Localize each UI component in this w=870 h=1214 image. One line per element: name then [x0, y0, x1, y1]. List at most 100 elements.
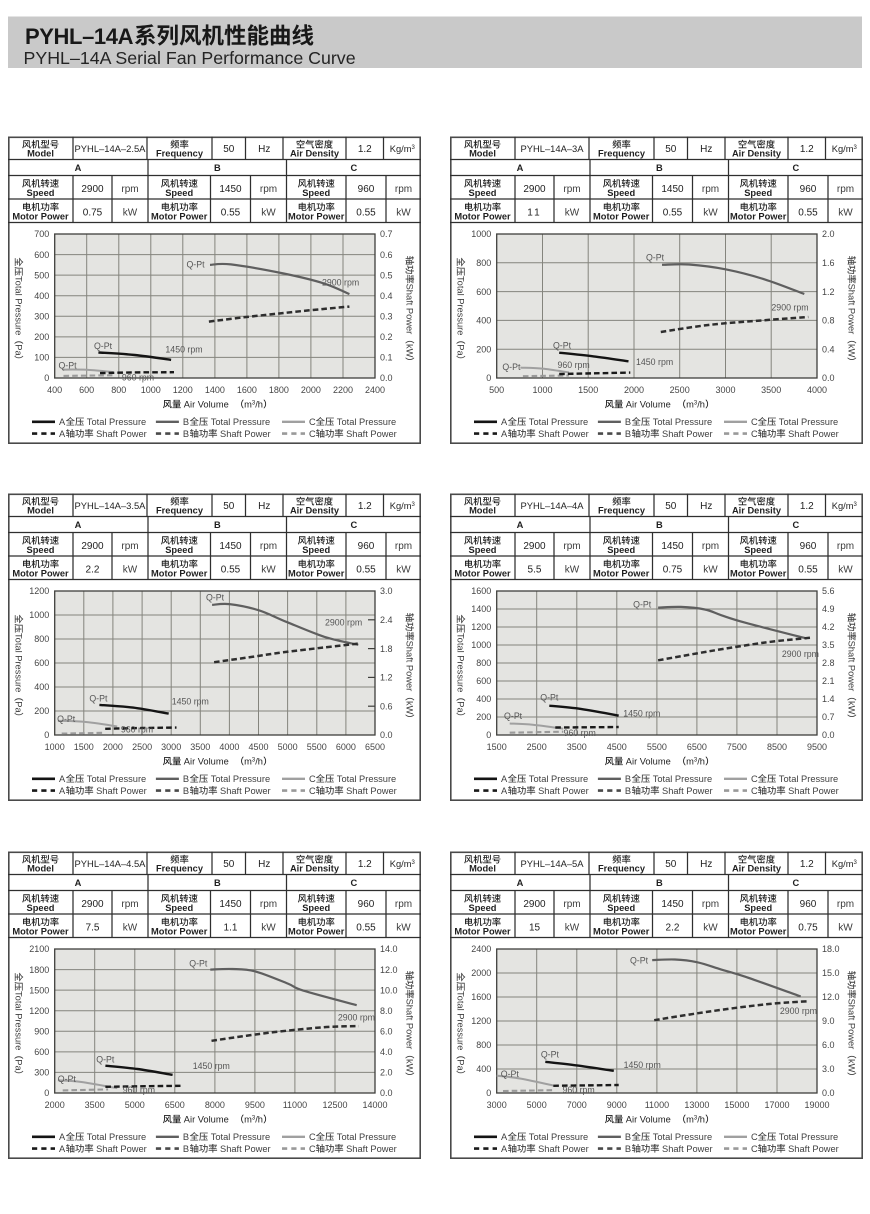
- svg-text:960 rpm: 960 rpm: [122, 372, 154, 382]
- svg-text:960 rpm: 960 rpm: [121, 725, 153, 735]
- svg-text:B: B: [656, 878, 663, 888]
- svg-text:0.0: 0.0: [380, 1088, 393, 1098]
- svg-text:A: A: [59, 774, 66, 784]
- svg-text:600: 600: [79, 385, 94, 395]
- svg-text:2200: 2200: [333, 385, 353, 395]
- svg-text:600: 600: [34, 658, 49, 668]
- svg-text:Air Density: Air Density: [732, 864, 782, 874]
- svg-text:0.0: 0.0: [822, 1088, 835, 1098]
- svg-text:15.0: 15.0: [822, 968, 840, 978]
- svg-text:2500: 2500: [132, 742, 152, 752]
- svg-text:1450: 1450: [661, 541, 684, 552]
- svg-text:2.1: 2.1: [822, 676, 835, 686]
- svg-text:rpm: rpm: [121, 899, 138, 910]
- svg-text:5.5: 5.5: [528, 565, 542, 576]
- svg-text:C: C: [751, 429, 758, 439]
- svg-text:C: C: [751, 1144, 758, 1154]
- svg-text:9.0: 9.0: [822, 1016, 835, 1026]
- svg-text:3000: 3000: [487, 1100, 507, 1110]
- svg-text:rpm: rpm: [563, 184, 580, 195]
- svg-text:Air Volume: Air Volume: [184, 757, 229, 767]
- svg-text:0.2: 0.2: [380, 332, 393, 342]
- svg-text:800: 800: [476, 1040, 491, 1050]
- svg-text:8500: 8500: [767, 742, 787, 752]
- svg-text:Air Density: Air Density: [290, 149, 340, 159]
- svg-text:rpm: rpm: [395, 541, 412, 552]
- svg-text:Pa: Pa: [13, 344, 23, 356]
- svg-text:0.1: 0.1: [380, 353, 393, 363]
- svg-text:Total Pressure: Total Pressure: [337, 774, 396, 784]
- svg-text:2900 rpm: 2900 rpm: [780, 1006, 817, 1016]
- svg-text:Shaft Power: Shaft Power: [788, 429, 839, 439]
- svg-text:800: 800: [111, 385, 126, 395]
- svg-text:Speed: Speed: [302, 188, 330, 198]
- svg-text:Kg/m3: Kg/m3: [390, 501, 416, 511]
- svg-text:rpm: rpm: [837, 899, 854, 910]
- svg-text:C: C: [751, 1132, 758, 1142]
- svg-text:0.6: 0.6: [380, 250, 393, 260]
- svg-text:Shaft Power: Shaft Power: [346, 429, 397, 439]
- svg-text:Hz: Hz: [700, 859, 712, 870]
- svg-text:1000: 1000: [471, 229, 491, 239]
- svg-text:400: 400: [476, 316, 491, 326]
- svg-text:Pa: Pa: [455, 1059, 465, 1071]
- svg-text:50: 50: [665, 144, 677, 155]
- svg-text:C: C: [350, 520, 357, 530]
- svg-text:200: 200: [34, 332, 49, 342]
- svg-text:500: 500: [489, 385, 504, 395]
- svg-text:0.55: 0.55: [356, 923, 376, 934]
- svg-text:1000: 1000: [29, 610, 49, 620]
- svg-text:1.2: 1.2: [358, 859, 372, 870]
- svg-text:6.0: 6.0: [822, 1040, 835, 1050]
- svg-text:Q-Pt: Q-Pt: [186, 260, 205, 270]
- svg-text:B: B: [214, 878, 221, 888]
- svg-text:Air Volume: Air Volume: [626, 1115, 671, 1125]
- svg-text:1.2: 1.2: [800, 859, 814, 870]
- svg-text:300: 300: [34, 1068, 49, 1078]
- svg-text:9500: 9500: [245, 1100, 265, 1110]
- svg-text:kW: kW: [396, 923, 411, 934]
- svg-text:2.0: 2.0: [822, 229, 835, 239]
- svg-text:400: 400: [476, 1064, 491, 1074]
- svg-text:12500: 12500: [322, 1100, 347, 1110]
- svg-text:0.55: 0.55: [221, 208, 241, 219]
- svg-text:960 rpm: 960 rpm: [557, 360, 589, 370]
- svg-text:kW: kW: [565, 565, 580, 576]
- svg-text:Air Volume: Air Volume: [626, 757, 671, 767]
- svg-text:rpm: rpm: [702, 184, 719, 195]
- svg-text:Motor Power: Motor Power: [12, 568, 69, 578]
- svg-text:0.55: 0.55: [663, 208, 683, 219]
- svg-text:kW: kW: [261, 923, 276, 934]
- svg-text:Motor Power: Motor Power: [288, 211, 345, 221]
- svg-text:Speed: Speed: [744, 545, 772, 555]
- svg-text:11000: 11000: [283, 1100, 307, 1110]
- svg-text:Air Volume: Air Volume: [626, 400, 671, 410]
- svg-text:Motor Power: Motor Power: [593, 211, 650, 221]
- svg-text:Motor Power: Motor Power: [288, 926, 345, 936]
- svg-text:0.55: 0.55: [798, 208, 818, 219]
- svg-text:kW: kW: [846, 344, 856, 358]
- svg-text:600: 600: [34, 1047, 49, 1057]
- svg-text:Motor Power: Motor Power: [730, 568, 787, 578]
- svg-text:B: B: [625, 1132, 631, 1142]
- svg-text:Shaft Power: Shaft Power: [662, 429, 713, 439]
- svg-text:8000: 8000: [205, 1100, 225, 1110]
- svg-text:1.1: 1.1: [224, 923, 238, 934]
- svg-text:B: B: [625, 429, 631, 439]
- svg-text:C: C: [309, 786, 316, 796]
- svg-text:Pa: Pa: [13, 701, 23, 713]
- svg-text:A: A: [59, 417, 66, 427]
- svg-text:15000: 15000: [724, 1100, 749, 1110]
- svg-text:Speed: Speed: [469, 545, 497, 555]
- svg-text:1450 rpm: 1450 rpm: [172, 696, 209, 706]
- svg-text:960 rpm: 960 rpm: [562, 1085, 594, 1095]
- svg-text:2500: 2500: [527, 742, 547, 752]
- svg-text:4.0: 4.0: [380, 1047, 393, 1057]
- svg-text:Shaft Power: Shaft Power: [404, 284, 414, 335]
- svg-text:7.5: 7.5: [86, 923, 100, 934]
- svg-text:960: 960: [358, 184, 375, 195]
- svg-text:200: 200: [476, 712, 491, 722]
- svg-text:rpm: rpm: [702, 899, 719, 910]
- svg-text:2100: 2100: [29, 944, 49, 954]
- svg-text:1500: 1500: [578, 385, 598, 395]
